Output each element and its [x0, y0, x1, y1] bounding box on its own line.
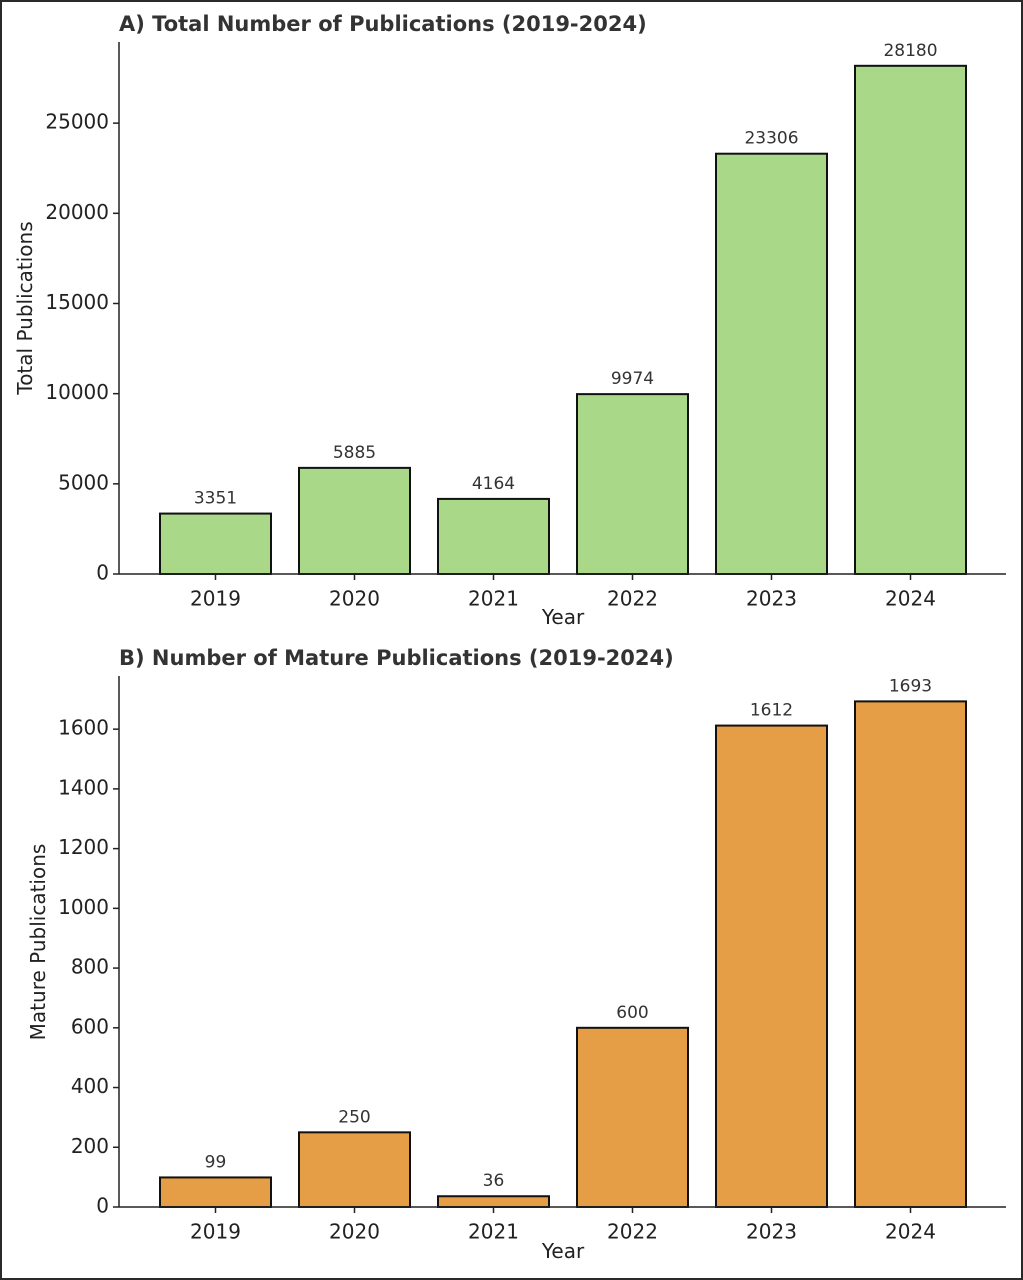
chart-b-ytick-label-1200: 1200	[58, 835, 109, 859]
chart-b-bar-2019	[159, 1176, 272, 1208]
chart-a-bar-2022	[576, 393, 689, 576]
chart-b-ytick-label-1400: 1400	[58, 775, 109, 799]
chart-b-xlabel: Year	[541, 1239, 585, 1263]
chart-a-data-label-2019: 3351	[194, 489, 237, 509]
chart-b-ytick-label-600: 600	[71, 1014, 109, 1038]
chart-b-data-label-2021: 36	[483, 1171, 505, 1191]
chart-a-ytick-label-10000: 10000	[45, 380, 109, 404]
chart-b-ytick-label-200: 200	[71, 1134, 109, 1158]
chart-b-data-label-2024: 1693	[889, 676, 932, 696]
chart-b-ytick-label-400: 400	[71, 1074, 109, 1098]
chart-b-bar-2023	[715, 724, 828, 1208]
chart-b-data-label-2020: 250	[338, 1107, 370, 1127]
chart-b-xtick-label-2022: 2022	[607, 1220, 658, 1244]
chart-b-xtick-label-2019: 2019	[190, 1220, 241, 1244]
chart-a: A) Total Number of Publications (2019-20…	[13, 12, 1006, 629]
chart-a-ytick-label-25000: 25000	[45, 110, 109, 134]
chart-a-xtick-label-2021: 2021	[468, 587, 519, 611]
chart-a-data-label-2021: 4164	[472, 474, 515, 494]
chart-a-ylabel: Total Publications	[13, 221, 37, 395]
chart-b-ytick-label-800: 800	[71, 955, 109, 979]
chart-a-title: A) Total Number of Publications (2019-20…	[119, 12, 647, 36]
chart-a-ytick-label-15000: 15000	[45, 290, 109, 314]
chart-b-xtick-label-2023: 2023	[746, 1220, 797, 1244]
chart-a-bar-2020	[298, 466, 411, 576]
chart-a-bar-2019	[159, 512, 272, 576]
chart-a-ytick-label-20000: 20000	[45, 200, 109, 224]
chart-b-xtick-label-2021: 2021	[468, 1220, 519, 1244]
chart-b-data-label-2023: 1612	[750, 701, 793, 721]
chart-a-xtick-label-2022: 2022	[607, 587, 658, 611]
chart-b-bar-2022	[576, 1026, 689, 1209]
chart-a-data-label-2023: 23306	[744, 129, 798, 149]
chart-b-ytick-label-1600: 1600	[58, 716, 109, 740]
chart-a-xtick-label-2023: 2023	[746, 587, 797, 611]
chart-b: B) Number of Mature Publications (2019-2…	[26, 646, 1006, 1263]
chart-a-xlabel: Year	[541, 605, 585, 629]
chart-a-marks: 3351 2019 5885 2020 4164 2021 9974 2022 23306 202…	[45, 41, 1006, 611]
chart-a-data-label-2024: 28180	[883, 41, 937, 61]
chart-b-bar-2021	[437, 1195, 550, 1208]
chart-b-ylabel: Mature Publications	[26, 844, 50, 1041]
chart-b-xtick-label-2020: 2020	[329, 1220, 380, 1244]
chart-b-xtick-label-2024: 2024	[885, 1220, 936, 1244]
chart-b-title: B) Number of Mature Publications (2019-2…	[119, 646, 674, 670]
chart-a-bar-2021	[437, 497, 550, 576]
chart-a-ytick-label-5000: 5000	[58, 470, 109, 494]
chart-a-bar-2023	[715, 152, 828, 575]
chart-b-bar-2024	[854, 700, 967, 1208]
chart-b-data-label-2019: 99	[205, 1152, 227, 1172]
chart-b-ytick-label-0: 0	[96, 1194, 109, 1218]
chart-b-data-label-2022: 600	[616, 1003, 648, 1023]
chart-b-marks: 99 2019 250 2020 36 2021 600 2022 1612 2023 1693 20…	[58, 676, 1006, 1244]
chart-a-xtick-label-2019: 2019	[190, 587, 241, 611]
chart-a-bar-2024	[854, 64, 967, 575]
chart-b-ytick-label-1000: 1000	[58, 895, 109, 919]
chart-b-bar-2020	[298, 1131, 411, 1208]
chart-a-data-label-2020: 5885	[333, 443, 376, 463]
chart-a-data-label-2022: 9974	[611, 369, 654, 389]
chart-a-xtick-label-2024: 2024	[885, 587, 936, 611]
chart-a-xtick-label-2020: 2020	[329, 587, 380, 611]
chart-a-ytick-label-0: 0	[96, 561, 109, 585]
